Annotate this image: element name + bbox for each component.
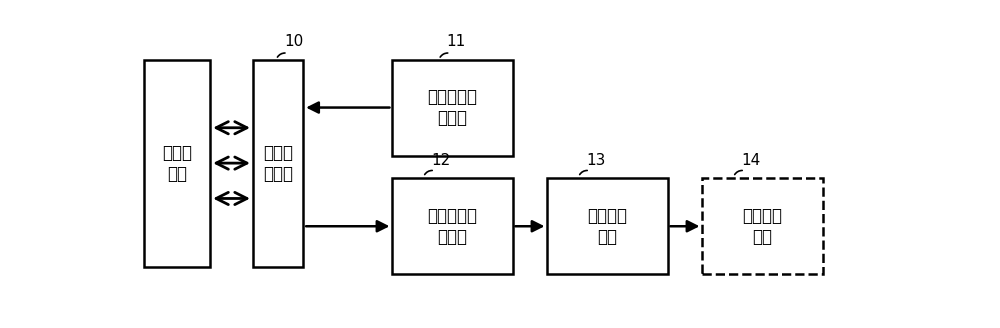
Text: 腔体滤
波器: 腔体滤 波器: [162, 144, 192, 182]
Bar: [253, 60, 303, 267]
Bar: [392, 178, 512, 274]
Bar: [547, 178, 668, 274]
Text: 带宽测算
模块: 带宽测算 模块: [587, 207, 627, 246]
Text: 11: 11: [447, 34, 466, 50]
Bar: [144, 60, 210, 267]
Text: 驻波检
测链路: 驻波检 测链路: [263, 144, 293, 182]
Text: 检测信号测
量模块: 检测信号测 量模块: [427, 207, 477, 246]
Text: 12: 12: [431, 153, 450, 168]
Text: 带宽存储
模块: 带宽存储 模块: [742, 207, 782, 246]
Bar: [392, 60, 512, 155]
Text: 14: 14: [741, 153, 760, 168]
Bar: [702, 178, 822, 274]
Text: 13: 13: [586, 153, 606, 168]
Text: 10: 10: [284, 34, 303, 50]
Text: 检测信号发
射模块: 检测信号发 射模块: [427, 88, 477, 127]
